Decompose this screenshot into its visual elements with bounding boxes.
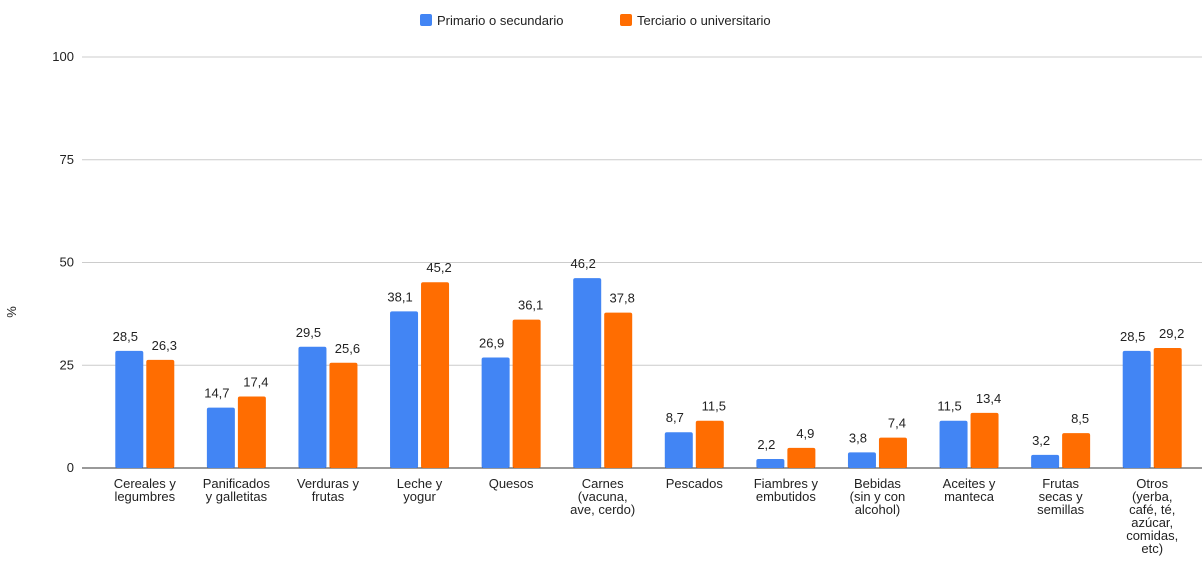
bar: [298, 346, 327, 468]
bar: [206, 407, 235, 468]
value-label: 28,5: [1120, 329, 1145, 344]
bar: [1031, 454, 1060, 468]
y-tick-label: 100: [52, 49, 74, 64]
bar: [878, 437, 907, 468]
value-label: 37,8: [610, 291, 635, 306]
legend-swatch: [420, 14, 432, 26]
bar: [664, 432, 693, 468]
bar: [115, 350, 144, 468]
x-tick-label: Pescados: [666, 476, 724, 491]
x-tick-label: Frutas secas y semillas: [1037, 476, 1084, 517]
bar: [1153, 347, 1182, 468]
x-tick-label: Aceites y manteca: [943, 476, 996, 504]
bar: [970, 412, 999, 468]
value-label: 38,1: [387, 289, 412, 304]
value-label: 26,3: [152, 338, 177, 353]
y-axis-title: %: [4, 306, 19, 318]
bar: [604, 312, 633, 468]
value-label: 29,2: [1159, 326, 1184, 341]
bar: [329, 362, 358, 468]
value-label: 3,2: [1032, 433, 1050, 448]
x-tick-label: Verduras y frutas: [297, 476, 360, 504]
value-label: 36,1: [518, 298, 543, 313]
y-tick-label: 25: [60, 357, 74, 372]
legend-label: Terciario o universitario: [637, 13, 771, 28]
value-label: 28,5: [113, 329, 138, 344]
bar: [237, 396, 266, 468]
value-label: 14,7: [204, 386, 229, 401]
value-label: 45,2: [426, 260, 451, 275]
bar: [421, 282, 450, 468]
x-tick-label: Fiambres y embutidos: [754, 476, 819, 504]
value-label: 26,9: [479, 335, 504, 350]
legend-label: Primario o secundario: [437, 13, 563, 28]
y-tick-label: 50: [60, 255, 74, 270]
y-tick-label: 0: [67, 460, 74, 475]
bar: [573, 278, 602, 468]
bar: [847, 452, 876, 468]
bar: [756, 458, 785, 468]
value-label: 13,4: [976, 391, 1001, 406]
value-label: 29,5: [296, 325, 321, 340]
bar: [787, 447, 816, 468]
bar: [1122, 350, 1151, 468]
x-tick-label: Carnes (vacuna, ave, cerdo): [570, 476, 635, 517]
value-label: 8,5: [1071, 411, 1089, 426]
value-label: 2,2: [757, 437, 775, 452]
value-label: 7,4: [888, 416, 906, 431]
x-tick-label: Quesos: [489, 476, 534, 491]
value-label: 8,7: [666, 410, 684, 425]
value-label: 11,5: [702, 399, 726, 414]
x-tick-label: Leche y yogur: [397, 476, 443, 504]
value-label: 11,5: [937, 399, 961, 414]
bar: [390, 311, 419, 468]
bar: [146, 359, 175, 468]
value-label: 4,9: [796, 426, 814, 441]
value-label: 17,4: [243, 374, 268, 389]
x-tick-label: Bebidas (sin y con alcohol): [850, 476, 906, 517]
x-tick-label: Otros (yerba, café, té, azúcar, comidas, etc): [1126, 476, 1178, 556]
x-tick-label: Cereales y legumbres: [114, 476, 177, 504]
value-label: 25,6: [335, 341, 360, 356]
bar: [481, 357, 510, 468]
bar: [512, 319, 541, 468]
value-label: 3,8: [849, 430, 867, 445]
bar: [695, 420, 724, 468]
value-label: 46,2: [571, 256, 596, 271]
y-tick-label: 75: [60, 152, 74, 167]
x-tick-label: Panificados y galletitas: [203, 476, 271, 504]
legend-swatch: [620, 14, 632, 26]
bar: [1062, 433, 1091, 468]
bar: [939, 420, 968, 468]
